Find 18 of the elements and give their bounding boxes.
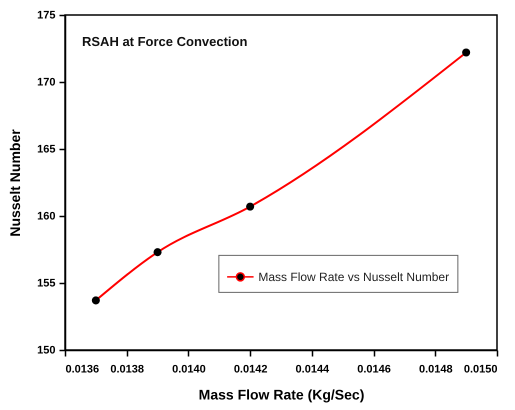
y-tick-label: 160 (37, 210, 56, 222)
x-tick-label: 0.0136 (66, 364, 100, 376)
text: RSAH at Force Convection (82, 34, 248, 49)
x-axis-title: Mass Flow Rate (Kg/Sec) (198, 386, 364, 402)
x-tick-label: 0.0142 (234, 364, 268, 376)
x-tick-label: 0.0150 (464, 364, 498, 376)
y-axis-title: Nusselt Number (7, 128, 24, 237)
y-tick-label: 170 (37, 76, 56, 88)
y-tick-label: 175 (37, 10, 56, 22)
legend-label: Mass Flow Rate vs Nusselt Number (258, 270, 450, 284)
x-tick-label: 0.0148 (418, 364, 453, 376)
y-tick-label: 155 (37, 278, 56, 290)
x-tick-label: 0.0146 (357, 364, 391, 376)
x-tick-label: 0.0138 (110, 364, 144, 376)
y-tick-label: 150 (37, 344, 56, 356)
x-tick-label: 0.0144 (296, 364, 330, 376)
y-tick-label: 165 (37, 144, 56, 156)
x-tick-label: 0.0140 (172, 364, 206, 376)
